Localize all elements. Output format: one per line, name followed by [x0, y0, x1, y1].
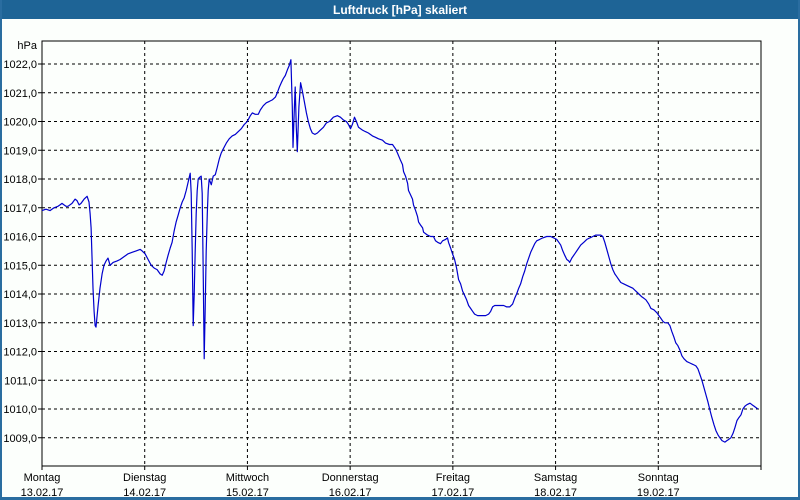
x-tick-day-label: Mittwoch [226, 472, 269, 484]
x-tick-date-label: 13.02.17 [21, 487, 64, 499]
y-axis-unit-label: hPa [17, 40, 37, 52]
pressure-line-chart: 1022,0 1021,0 1020,0 1019,0 1018,0 1017,0 1016… [3, 40, 762, 499]
y-tick-label: 1013,0 [3, 318, 37, 330]
x-tick-date-label: 14.02.17 [123, 487, 166, 499]
y-tick-label: 1012,0 [3, 347, 37, 359]
x-tick-day-label: Dienstag [123, 472, 166, 484]
chart-area: 1022,0 1021,0 1020,0 1019,0 1018,0 1017,0 1016… [2, 19, 798, 499]
y-tick-label: 1017,0 [3, 203, 37, 215]
y-tick-label: 1020,0 [3, 117, 37, 129]
y-tick-label: 1018,0 [3, 174, 37, 186]
x-tick-day-label: Samstag [534, 472, 577, 484]
y-tick-label: 1019,0 [3, 145, 37, 157]
y-tick-label: 1015,0 [3, 260, 37, 272]
x-tick-date-label: 16.02.17 [329, 487, 372, 499]
x-tick-day-label: Montag [24, 472, 61, 484]
x-tick-day-label: Freitag [436, 472, 470, 484]
y-axis-labels: 1022,0 1021,0 1020,0 1019,0 1018,0 1017,0 1016… [3, 59, 37, 445]
x-tick-date-label: 18.02.17 [534, 487, 577, 499]
x-tick-date-label: 15.02.17 [226, 487, 269, 499]
x-tick-date-label: 19.02.17 [637, 487, 680, 499]
window-title: Luftdruck [hPa] skaliert [332, 2, 468, 17]
y-tick-label: 1022,0 [3, 59, 37, 71]
y-tick-label: 1010,0 [3, 404, 37, 416]
x-tick-day-label: Sonntag [638, 472, 679, 484]
x-tick-day-label: Donnerstag [322, 472, 379, 484]
x-axis-labels: Montag 13.02.17 Dienstag 14.02.17 Mittwoch 15… [21, 472, 680, 499]
y-tick-label: 1009,0 [3, 433, 37, 445]
pressure-series-line [41, 59, 759, 443]
x-tick-date-label: 17.02.17 [431, 487, 474, 499]
y-tick-label: 1021,0 [3, 88, 37, 100]
y-tick-label: 1014,0 [3, 289, 37, 301]
plot-frame [41, 40, 762, 467]
y-tick-label: 1016,0 [3, 232, 37, 244]
window-titlebar[interactable]: Luftdruck [hPa] skaliert [2, 0, 798, 19]
y-tick-label: 1011,0 [4, 375, 37, 387]
